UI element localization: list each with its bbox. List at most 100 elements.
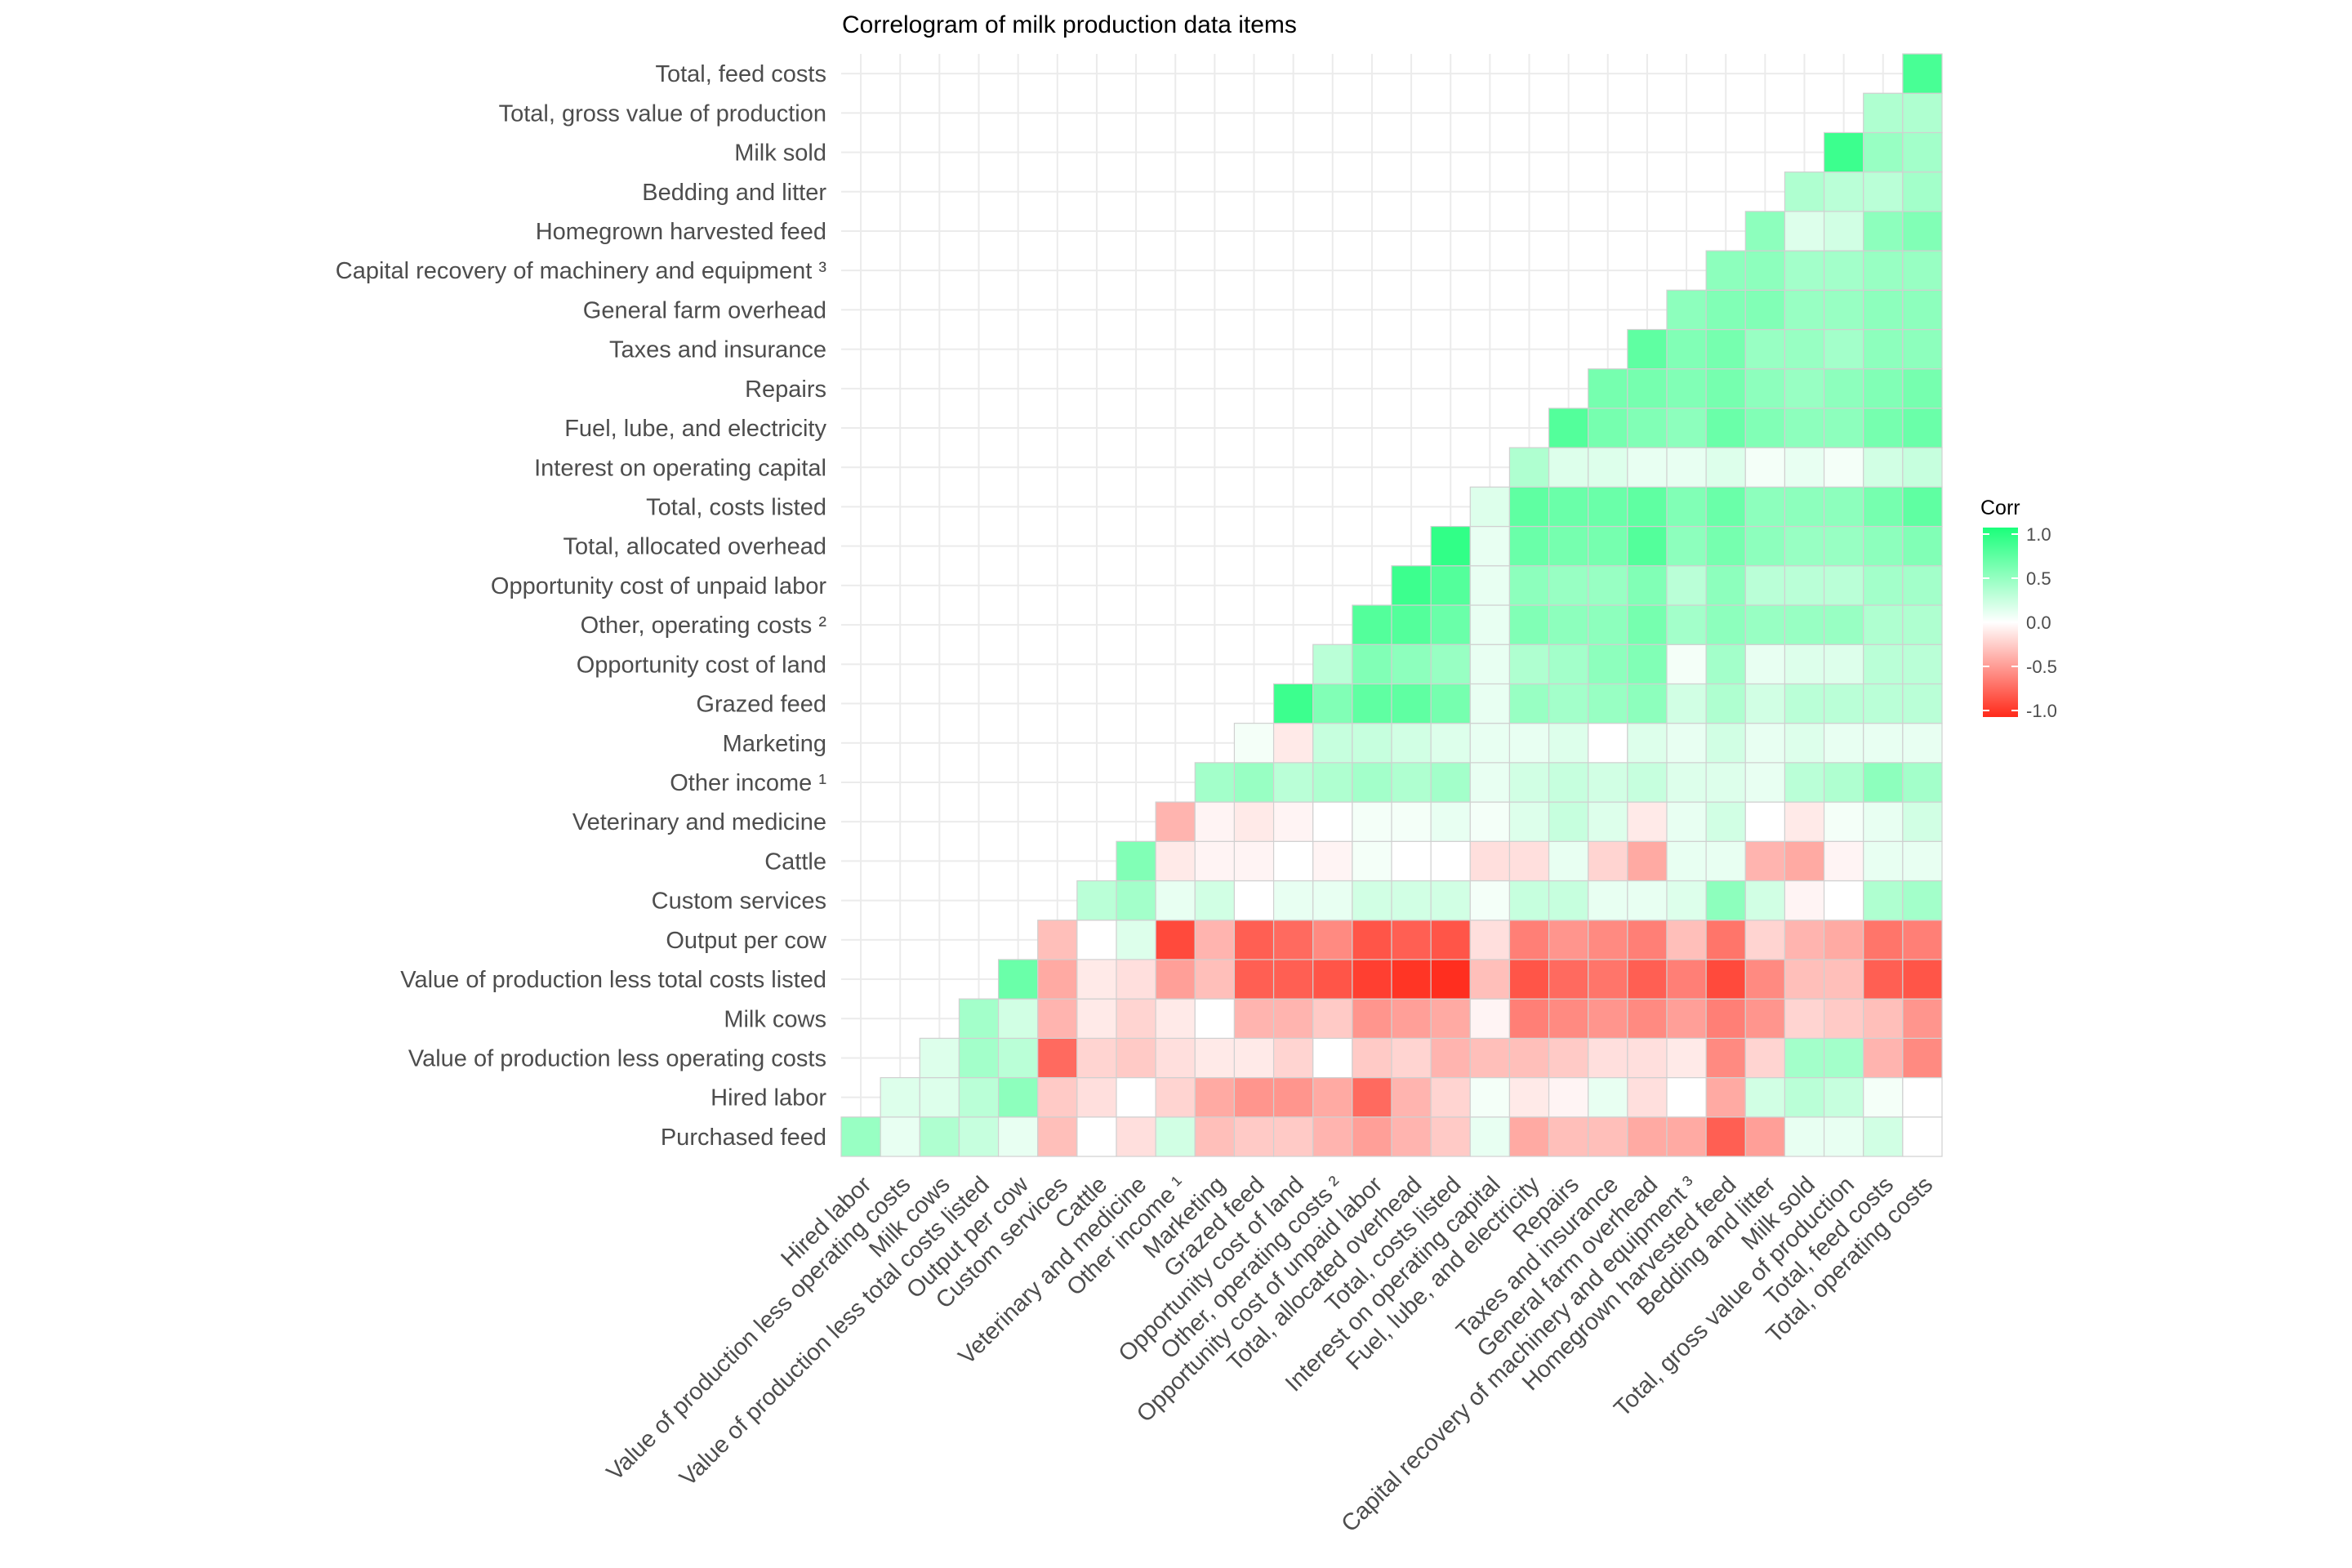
- heatmap-cell: [1194, 880, 1236, 921]
- heatmap-cell: [1705, 289, 1746, 331]
- heatmap-cell: [1588, 920, 1628, 960]
- heatmap-cell: [1784, 447, 1825, 488]
- heatmap-cell: [1902, 565, 1943, 606]
- heatmap-cell: [1155, 840, 1196, 882]
- heatmap-cell: [1508, 525, 1550, 567]
- heatmap-cell: [1863, 1116, 1904, 1157]
- heatmap-cell: [1863, 840, 1904, 882]
- heatmap-cell: [1627, 1076, 1668, 1118]
- heatmap-cell: [1588, 525, 1628, 567]
- heatmap-cell: [1744, 211, 1786, 252]
- heatmap-cell: [1155, 959, 1196, 1000]
- heatmap-cell: [1588, 683, 1628, 724]
- heatmap-cell: [1037, 998, 1078, 1039]
- heatmap-cell: [1352, 998, 1392, 1039]
- heatmap-cell: [1863, 172, 1904, 212]
- heatmap-cell: [1823, 250, 1864, 291]
- heatmap-cell: [1627, 920, 1668, 960]
- heatmap-cell: [1469, 525, 1511, 567]
- heatmap-cell: [1784, 959, 1825, 1000]
- heatmap-cell: [1863, 762, 1904, 803]
- heatmap-cell: [1430, 644, 1471, 685]
- legend-tick-label: 0.5: [2026, 568, 2051, 589]
- heatmap-cell: [1784, 644, 1825, 685]
- heatmap-cell: [1312, 1037, 1353, 1079]
- heatmap-cell: [1627, 525, 1668, 567]
- heatmap-cell: [1705, 1076, 1746, 1118]
- heatmap-cell: [1508, 1076, 1550, 1118]
- heatmap-cell: [1233, 840, 1275, 882]
- heatmap-cell: [1469, 840, 1511, 882]
- heatmap-cell: [1823, 683, 1864, 724]
- heatmap-cell: [1272, 801, 1314, 842]
- heatmap-cell: [1705, 250, 1746, 291]
- heatmap-cell: [1863, 328, 1904, 370]
- heatmap-cell: [1666, 368, 1707, 409]
- heatmap-cell: [1312, 683, 1353, 724]
- heatmap-cell: [1233, 1037, 1275, 1079]
- heatmap-cell: [1705, 840, 1746, 882]
- heatmap-cell: [1705, 565, 1746, 606]
- heatmap-cell: [1627, 486, 1668, 528]
- heatmap-cell: [1863, 723, 1904, 764]
- heatmap-cell: [1076, 1116, 1117, 1157]
- heatmap-cell: [1272, 880, 1314, 921]
- heatmap-cell: [1312, 840, 1353, 882]
- heatmap-cell: [1116, 880, 1156, 921]
- heatmap-cell: [880, 1076, 920, 1118]
- heatmap-cell: [1469, 1037, 1511, 1079]
- heatmap-cell: [1469, 644, 1511, 685]
- heatmap-cell: [1548, 683, 1589, 724]
- heatmap-cell: [1548, 723, 1589, 764]
- heatmap-cell: [1076, 1037, 1117, 1079]
- heatmap-cell: [1194, 840, 1236, 882]
- heatmap-cell: [1391, 959, 1432, 1000]
- heatmap-cell: [1508, 1037, 1550, 1079]
- heatmap-cell: [1588, 801, 1628, 842]
- heatmap-cell: [1823, 447, 1864, 488]
- heatmap-cell: [1588, 762, 1628, 803]
- heatmap-cell: [1902, 408, 1943, 448]
- y-tick-label: Milk cows: [724, 1006, 826, 1032]
- heatmap-cell: [1076, 920, 1117, 960]
- heatmap-cell: [1352, 880, 1392, 921]
- heatmap-cell: [1902, 801, 1943, 842]
- heatmap-cell: [880, 1116, 920, 1157]
- heatmap-cell: [1430, 1116, 1471, 1157]
- heatmap-cell: [1666, 328, 1707, 370]
- y-tick-label: Opportunity cost of unpaid labor: [491, 573, 826, 599]
- heatmap-cell: [1666, 1116, 1707, 1157]
- heatmap-cell: [919, 1076, 960, 1118]
- heatmap-cell: [1666, 486, 1707, 528]
- legend-title: Corr: [1980, 497, 2020, 519]
- heatmap-cell: [1352, 1076, 1392, 1118]
- heatmap-cell: [1588, 840, 1628, 882]
- heatmap-cell: [1705, 801, 1746, 842]
- heatmap-cell: [1116, 998, 1156, 1039]
- heatmap-cell: [1588, 486, 1628, 528]
- heatmap-cell: [1744, 447, 1786, 488]
- heatmap-cell: [1469, 880, 1511, 921]
- heatmap-cell: [1312, 959, 1353, 1000]
- chart-title: Correlogram of milk production data item…: [842, 11, 1297, 38]
- heatmap-cell: [1705, 447, 1746, 488]
- heatmap-cell: [1784, 762, 1825, 803]
- heatmap-cell: [1508, 486, 1550, 528]
- heatmap-cell: [1666, 801, 1707, 842]
- heatmap-cell: [1902, 920, 1943, 960]
- y-tick-label: Other income ¹: [670, 770, 826, 796]
- heatmap-cell: [1784, 565, 1825, 606]
- heatmap-cell: [1784, 801, 1825, 842]
- heatmap-cell: [1744, 565, 1786, 606]
- heatmap-cell: [1863, 447, 1904, 488]
- heatmap-cell: [1037, 1037, 1078, 1079]
- heatmap-cell: [1155, 1076, 1196, 1118]
- heatmap-cell: [1627, 644, 1668, 685]
- heatmap-cell: [1627, 723, 1668, 764]
- heatmap-cell: [1627, 683, 1668, 724]
- heatmap-cell: [1744, 723, 1786, 764]
- heatmap-cell: [1233, 723, 1275, 764]
- heatmap-cell: [1784, 683, 1825, 724]
- y-tick-label: Marketing: [723, 731, 826, 757]
- y-tick-label: Value of production less operating costs: [408, 1045, 826, 1071]
